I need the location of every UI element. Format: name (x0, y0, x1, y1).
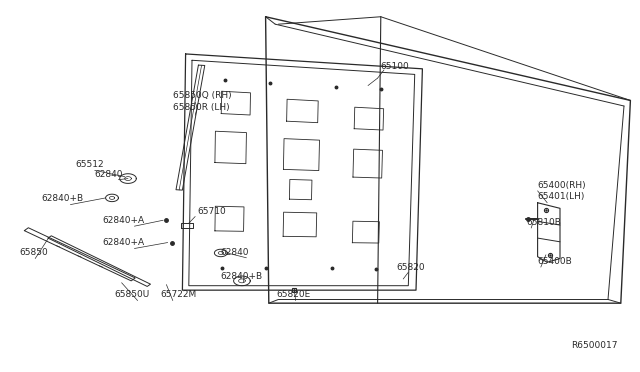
Text: 62840+B: 62840+B (221, 272, 263, 281)
Text: 65512: 65512 (76, 160, 104, 169)
Text: 62840+B: 62840+B (42, 194, 84, 203)
Text: 65850U: 65850U (114, 291, 149, 299)
Text: 65850: 65850 (19, 248, 48, 257)
Text: 65401(LH): 65401(LH) (538, 192, 585, 201)
Text: R6500017: R6500017 (571, 341, 618, 350)
Text: 65100: 65100 (381, 62, 410, 71)
Text: 65850R (LH): 65850R (LH) (173, 103, 229, 112)
Text: 62840+A: 62840+A (102, 238, 145, 247)
Text: 65820E: 65820E (276, 291, 311, 299)
Text: 65400(RH): 65400(RH) (538, 181, 586, 190)
Text: 62840: 62840 (221, 248, 250, 257)
Text: 65850Q (RH): 65850Q (RH) (173, 92, 232, 100)
Text: 65710: 65710 (197, 207, 226, 216)
Text: 62840+A: 62840+A (102, 216, 145, 225)
Text: 65722M: 65722M (160, 291, 196, 299)
Text: 65810B: 65810B (526, 218, 561, 227)
Text: 62840: 62840 (95, 170, 124, 179)
Text: 65820: 65820 (397, 263, 426, 272)
Text: 65400B: 65400B (538, 257, 572, 266)
